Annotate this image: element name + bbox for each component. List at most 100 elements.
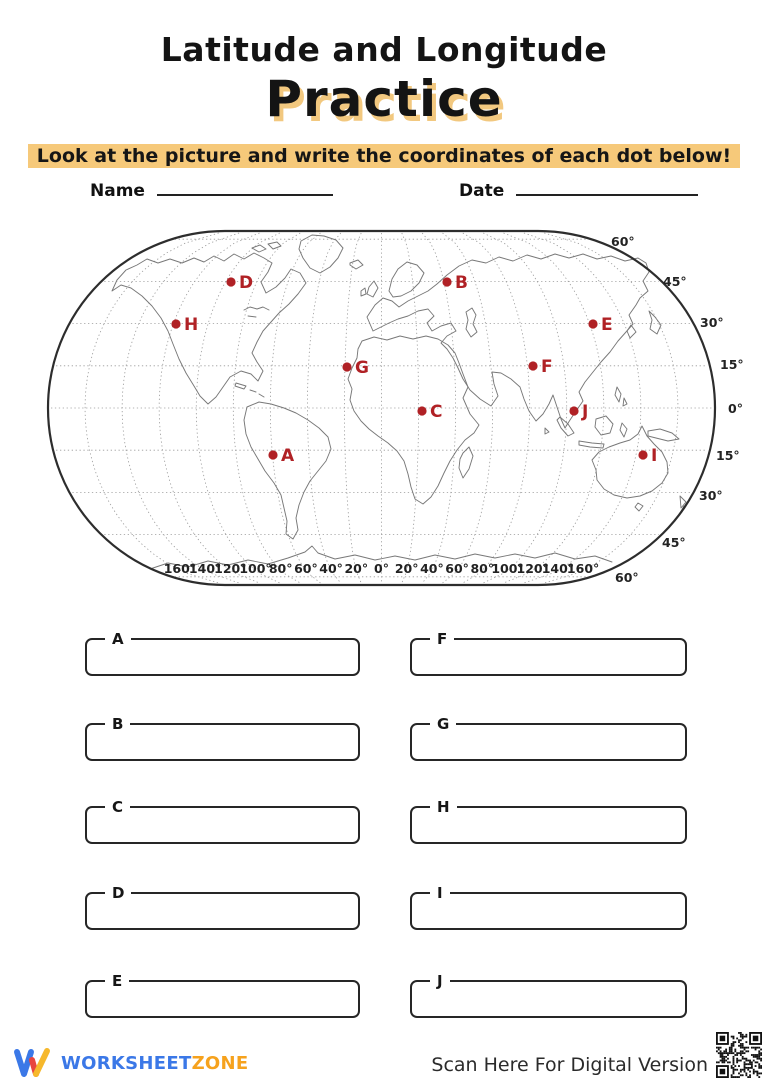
date-label: Date (459, 181, 505, 201)
longitude-label: 40° (319, 561, 343, 576)
meridian-line (195, 232, 280, 584)
dot-marker (569, 406, 579, 416)
dot-letter: I (651, 446, 657, 466)
date-field: Date (459, 181, 699, 201)
latitude-label: 30° (699, 488, 723, 503)
brand-name-worksheet: WORKSHEET (61, 1052, 192, 1074)
name-field: Name (90, 181, 333, 201)
answer-box-letter-E: E (105, 972, 130, 990)
answer-box-D[interactable]: D (85, 884, 360, 930)
longitude-label: 60° (294, 561, 318, 576)
latitude-label: 60° (611, 234, 635, 249)
map-dot-J: J (569, 402, 588, 422)
answer-box-C[interactable]: C (85, 798, 360, 844)
page-title: Latitude and Longitude (160, 30, 608, 69)
map-dot-E: E (588, 315, 613, 335)
name-underline[interactable] (156, 181, 333, 196)
map-dot-A: A (268, 446, 295, 466)
answer-box-letter-A: A (105, 630, 131, 648)
name-label: Name (90, 181, 145, 201)
dot-letter: E (601, 315, 613, 335)
map-labels: 60°45°30°15°0°15°30°45°60°160°140°120°10… (164, 234, 744, 585)
meridian-line (442, 232, 493, 584)
dot-marker (528, 361, 538, 371)
worksheetzone-logo-icon (14, 1048, 50, 1077)
map-dot-H: H (171, 315, 198, 335)
longitude-label: 20° (344, 561, 368, 576)
answer-box-G[interactable]: G (410, 715, 687, 761)
dot-marker (588, 319, 598, 329)
answer-box-I[interactable]: I (410, 884, 687, 930)
longitude-label: 80° (269, 561, 293, 576)
longitude-label: 60° (445, 561, 469, 576)
dot-marker (442, 277, 452, 287)
answer-box-letter-C: C (105, 798, 131, 816)
answer-box-A[interactable]: A (85, 630, 360, 676)
dot-letter: G (355, 358, 369, 378)
answer-box-letter-H: H (430, 798, 457, 816)
longitude-label: 20° (395, 561, 419, 576)
dot-letter: B (455, 273, 468, 293)
meridian-line (84, 232, 219, 584)
latitude-label: 15° (716, 448, 740, 463)
meridian-line (344, 232, 362, 584)
brand-logo: WORKSHEETZONE (13, 1046, 249, 1080)
longitude-label: 160° (164, 561, 196, 576)
answer-box-letter-G: G (430, 715, 457, 733)
latitude-label: 45° (662, 535, 686, 550)
instruction-text: Look at the picture and write the coordi… (27, 144, 741, 168)
answer-box-letter-D: D (105, 884, 132, 902)
map-dot-I: I (638, 446, 657, 466)
brand-name-zone: ZONE (191, 1052, 249, 1074)
map-points: A B C D E F G H I J (171, 273, 657, 466)
longitude-label: 80° (470, 561, 494, 576)
longitude-label: 0° (374, 561, 389, 576)
meridian-line (421, 232, 456, 584)
latitude-label: 30° (700, 315, 724, 330)
dot-letter: H (184, 315, 198, 335)
longitude-label: 140° (542, 561, 574, 576)
dot-letter: D (239, 273, 253, 293)
meridian-line (270, 232, 321, 584)
meridian-line (483, 232, 568, 584)
answer-box-B[interactable]: B (85, 715, 360, 761)
latitude-label: 45° (663, 274, 687, 289)
map-coastlines (111, 234, 687, 570)
dot-marker (417, 406, 427, 416)
dot-letter: J (581, 402, 588, 422)
page-subtitle: Practice (265, 70, 503, 128)
instruction-wrap: Look at the picture and write the coordi… (0, 144, 768, 168)
meridian-line (462, 232, 531, 584)
answer-box-letter-J: J (430, 972, 450, 990)
dot-letter: C (430, 402, 442, 422)
map-dot-B: B (442, 273, 468, 293)
longitude-label: 120° (214, 561, 246, 576)
dot-marker (342, 362, 352, 372)
map-dot-G: G (342, 358, 369, 378)
meridian-line (121, 232, 240, 584)
dot-marker (226, 277, 236, 287)
latitude-label: 0° (728, 401, 743, 416)
longitude-label: 100° (239, 561, 271, 576)
answer-box-E[interactable]: E (85, 972, 360, 1018)
longitude-label: 100° (491, 561, 523, 576)
answer-box-H[interactable]: H (410, 798, 687, 844)
dot-marker (268, 450, 278, 460)
answer-box-letter-I: I (430, 884, 450, 902)
longitude-label: 160° (567, 561, 599, 576)
answer-box-F[interactable]: F (410, 630, 687, 676)
meridian-line (503, 232, 605, 584)
meridian-line (544, 232, 679, 584)
map-dot-F: F (528, 357, 553, 377)
map-border (46, 229, 717, 587)
answer-box-letter-B: B (105, 715, 131, 733)
map-dot-D: D (226, 273, 253, 293)
date-underline[interactable] (516, 181, 699, 196)
longitude-label: 140° (189, 561, 221, 576)
qr-code (716, 1032, 762, 1078)
dot-letter: A (281, 446, 295, 466)
latitude-label: 15° (720, 357, 744, 372)
answer-box-letter-F: F (430, 630, 455, 648)
answer-box-J[interactable]: J (410, 972, 687, 1018)
longitude-label: 40° (420, 561, 444, 576)
